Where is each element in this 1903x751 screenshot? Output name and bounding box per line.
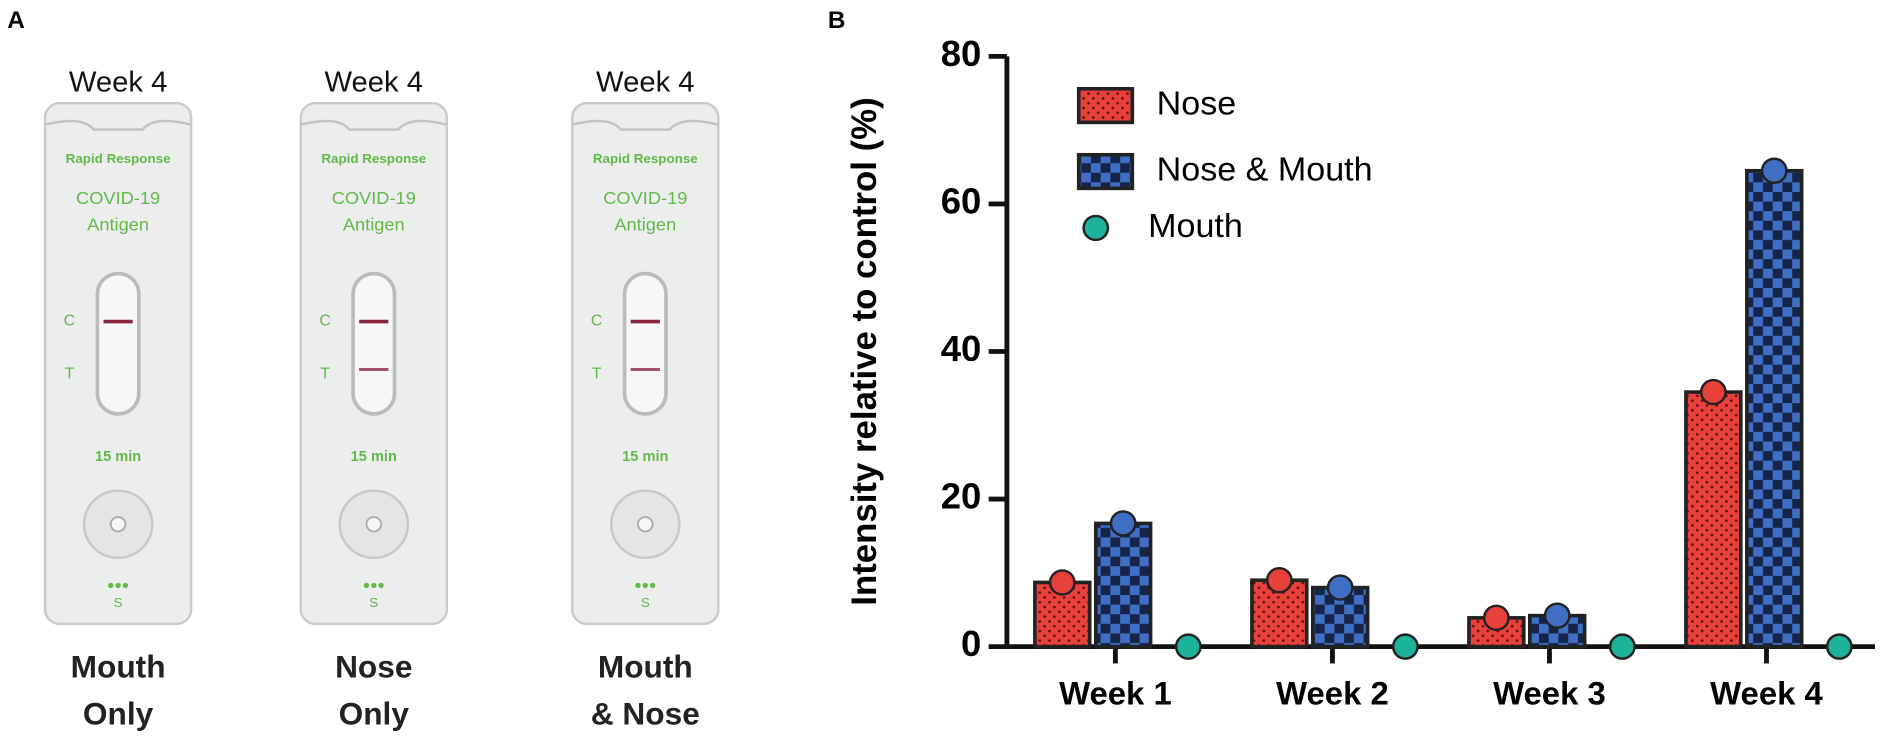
test-name: COVID-19 [332,188,416,208]
legend-label: Nose [1157,85,1237,123]
legend-marker [1082,214,1110,242]
bar-point [1048,569,1076,596]
x-tick-label: Week 3 [1493,675,1606,712]
time-label: 15 min [95,449,141,465]
bar-point [1109,510,1137,537]
cassette-label: Mouth [71,650,166,685]
sample-hole [637,516,654,533]
y-tick-label: 60 [941,181,982,222]
point [1608,633,1636,660]
test-kind: Antigen [614,214,676,234]
y-tick-label: 0 [961,623,981,664]
t-label: T [592,366,602,383]
drop [363,582,370,589]
panel-label: A [7,7,25,34]
legend-label: Nose & Mouth [1157,151,1373,189]
drop [122,582,129,589]
sample-hole [365,516,383,533]
window [622,271,668,416]
cassette-notch [571,119,719,131]
week-label: Week 4 [325,67,424,99]
bar [1745,168,1804,649]
cassette-label: Only [339,697,410,732]
bar [1093,521,1153,649]
s-label: S [369,595,378,610]
bar-point [1482,604,1510,632]
drop [115,582,121,589]
bar [1684,390,1743,649]
legend-marker [1076,86,1135,125]
point [1825,633,1853,660]
time-label: 15 min [622,449,668,465]
week-label: Week 4 [596,67,695,99]
s-label: S [114,595,123,610]
y-tick-label: 20 [941,476,982,517]
s-label: S [641,595,650,610]
legend-label: Mouth [1148,207,1243,245]
week-label: Week 4 [69,67,168,99]
cassette-notch [300,119,448,131]
point [1174,633,1202,660]
cassette-notch [44,119,192,131]
cassette-label: & Nose [591,697,700,732]
panel-label: B [828,7,846,34]
window [351,271,397,416]
bar-point [1543,602,1571,629]
test-name: COVID-19 [603,188,687,208]
cassette-label: Nose [335,650,412,685]
brand: Rapid Response [321,151,426,166]
bar-point [1699,378,1727,406]
bar-point [1760,157,1788,184]
y-tick-label: 80 [941,33,982,74]
c-label: C [591,313,602,330]
drop [635,582,641,589]
drop [649,582,656,589]
test-kind: Antigen [343,214,405,234]
bar-point [1265,567,1293,594]
bar-point [1326,574,1354,601]
y-tick-label: 40 [941,328,982,369]
y-axis-label: Intensity relative to control (%) [845,97,884,605]
c-label: C [319,313,330,330]
x-tick-label: Week 4 [1710,675,1823,712]
test-name: COVID-19 [76,188,160,208]
x-tick-label: Week 2 [1276,675,1389,712]
drop [378,582,384,589]
cassette-label: Only [83,697,154,732]
sample-hole [109,516,127,533]
c-label: C [64,313,75,330]
t-label: T [65,366,75,383]
drop [371,582,377,589]
time-label: 15 min [351,449,397,465]
brand: Rapid Response [593,151,698,166]
cassette-label: Mouth [598,650,693,685]
point [1391,633,1419,660]
drop [642,582,648,589]
x-tick-label: Week 1 [1059,675,1172,712]
t-label: T [320,366,330,383]
legend-marker [1076,152,1135,191]
drop [108,582,114,589]
test-kind: Antigen [87,214,149,234]
brand: Rapid Response [66,151,171,166]
window [95,271,141,416]
